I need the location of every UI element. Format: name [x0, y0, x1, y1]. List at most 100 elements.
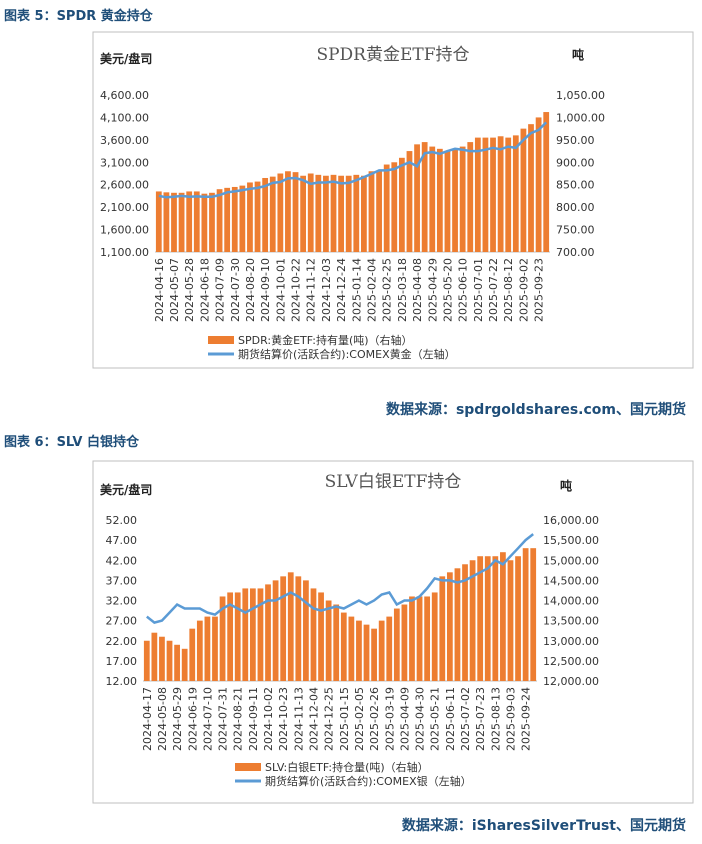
- bar: [171, 192, 177, 252]
- bar: [500, 552, 506, 681]
- y2-axis-label: 吨: [572, 47, 584, 62]
- bar: [474, 137, 481, 252]
- bar: [507, 560, 514, 681]
- bar: [285, 171, 291, 252]
- legend-label: 期货结算价(活跃合约):COMEX黄金（左轴）: [238, 347, 456, 361]
- bar: [155, 191, 162, 252]
- bar: [398, 157, 405, 252]
- bar: [303, 580, 309, 681]
- bar: [287, 572, 294, 681]
- y2-tick-label: 15,500.00: [543, 534, 599, 547]
- x-tick-label: 2025-02-04: [365, 258, 378, 322]
- x-tick-label: 2025-05-20: [441, 258, 454, 322]
- y-tick-label: 1,100.00: [100, 246, 149, 259]
- bar: [535, 117, 542, 252]
- y-tick-label: 2,100.00: [100, 201, 149, 214]
- y-tick-label: 12.00: [106, 675, 138, 688]
- figure-caption: 图表 5：SPDR 黄金持仓: [4, 8, 154, 24]
- bar: [265, 584, 271, 681]
- source-note: 数据来源：iSharesSilverTrust、国元期货: [402, 817, 686, 834]
- x-tick-label: 2025-09-24: [520, 687, 533, 751]
- bar: [257, 588, 264, 681]
- x-tick-label: 2025-04-29: [426, 258, 439, 322]
- x-tick-label: 2024-08-20: [244, 258, 257, 322]
- y2-tick-label: 1,000.00: [556, 111, 605, 124]
- bar: [186, 191, 193, 252]
- source-note: 数据来源：spdrgoldshares.com、国元期货: [386, 401, 686, 418]
- bar: [497, 136, 504, 252]
- x-tick-label: 2024-04-17: [141, 687, 154, 751]
- bar: [522, 548, 529, 681]
- bar: [462, 564, 468, 681]
- y-tick-label: 42.00: [106, 554, 138, 567]
- x-tick-label: 2024-10-22: [290, 258, 303, 322]
- bar: [216, 189, 223, 252]
- y-tick-label: 32.00: [106, 595, 138, 608]
- y2-tick-label: 900.00: [556, 156, 595, 169]
- bar: [174, 644, 180, 681]
- bar: [512, 135, 519, 252]
- x-tick-label: 2025-03-18: [396, 258, 409, 322]
- bar: [310, 588, 317, 681]
- bar: [363, 624, 370, 681]
- bar: [482, 137, 489, 252]
- bar: [307, 173, 314, 252]
- bar: [454, 568, 461, 681]
- bar: [166, 640, 173, 681]
- y2-tick-label: 16,000.00: [543, 514, 599, 527]
- bar: [409, 596, 415, 681]
- bar: [247, 182, 253, 252]
- bar: [224, 187, 231, 252]
- bar: [348, 616, 355, 681]
- bar: [239, 185, 246, 252]
- bar: [528, 124, 534, 252]
- bar: [439, 576, 446, 681]
- y-tick-label: 27.00: [106, 615, 138, 628]
- bar: [323, 175, 329, 252]
- y2-tick-label: 13,500.00: [543, 615, 599, 628]
- bar: [459, 146, 466, 252]
- y2-tick-label: 750.00: [556, 224, 595, 237]
- line: [146, 533, 534, 624]
- y2-tick-label: 14,500.00: [543, 574, 599, 587]
- y2-tick-label: 13,000.00: [543, 635, 599, 648]
- bar: [189, 628, 196, 681]
- x-tick-label: 2024-05-28: [183, 258, 196, 322]
- x-tick-label: 2025-07-02: [459, 687, 472, 751]
- bar: [318, 592, 324, 681]
- x-tick-label: 2025-01-14: [350, 258, 363, 322]
- legend-label: 期货结算价(活跃合约):COMEX银（左轴）: [265, 774, 472, 788]
- bar: [469, 560, 476, 681]
- y2-tick-label: 800.00: [556, 201, 595, 214]
- y-tick-label: 3,100.00: [100, 156, 149, 169]
- bar: [444, 151, 451, 252]
- y2-tick-label: 15,000.00: [543, 554, 599, 567]
- x-tick-label: 2024-09-11: [247, 687, 260, 751]
- bar: [272, 580, 279, 681]
- bar: [484, 556, 491, 681]
- x-tick-label: 2024-07-10: [201, 687, 214, 751]
- legend-swatch: [235, 763, 261, 771]
- bar: [356, 620, 362, 681]
- x-tick-label: 2024-05-08: [156, 687, 169, 751]
- figure-caption: 图表 6：SLV 白银持仓: [4, 434, 140, 450]
- bar: [280, 576, 287, 681]
- bar: [515, 556, 521, 681]
- bar: [520, 128, 527, 252]
- line: [158, 121, 548, 199]
- bar: [378, 620, 385, 681]
- y2-tick-label: 1,050.00: [556, 89, 605, 102]
- bar: [338, 175, 344, 252]
- x-tick-label: 2024-07-09: [214, 258, 227, 322]
- bar: [178, 192, 185, 252]
- legend-swatch: [208, 336, 234, 344]
- bar: [368, 171, 375, 252]
- y-axis-label: 美元/盘司: [100, 51, 152, 66]
- x-tick-label: 2025-04-09: [398, 687, 411, 751]
- x-tick-label: 2025-07-01: [472, 258, 485, 322]
- x-tick-label: 2025-09-02: [517, 258, 530, 322]
- x-tick-label: 2025-02-25: [381, 258, 394, 322]
- x-tick-label: 2024-06-19: [186, 687, 199, 751]
- bar: [242, 588, 249, 681]
- bar: [159, 636, 165, 681]
